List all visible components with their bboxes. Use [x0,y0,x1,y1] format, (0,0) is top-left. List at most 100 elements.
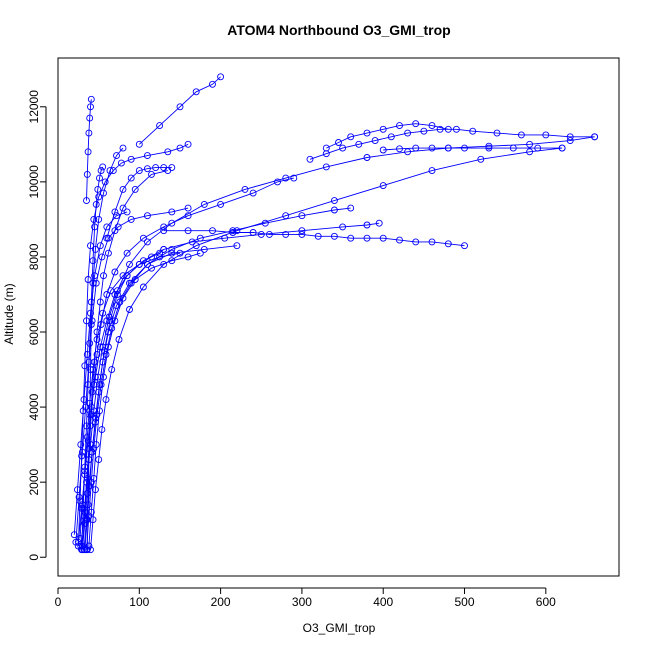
data-point [363,234,371,242]
data-point [387,133,395,141]
data-point [89,257,97,265]
data-point [96,174,103,182]
data-point [96,407,103,415]
data-point [322,144,330,152]
data-point [115,336,123,343]
data-point [79,504,87,512]
data-point [113,291,121,298]
data-point [131,185,139,193]
data-point [164,148,172,156]
data-point [108,366,116,374]
data-point [119,272,127,280]
data-point [412,120,420,128]
series-line [383,147,563,151]
data-point [444,240,452,248]
data-point [184,253,192,261]
series-line [84,249,165,550]
data-point [95,456,103,464]
data-point [109,167,117,175]
chart-title: ATOM4 Northbound O3_GMI_trop [227,22,450,38]
data-point [143,238,151,246]
data-point [428,167,436,175]
data-point [111,208,119,216]
data-point [76,535,84,542]
data-point [444,125,452,133]
data-point [106,317,114,325]
data-point [91,245,99,253]
data-point [83,516,91,524]
data-point [89,366,97,374]
data-point [428,238,436,246]
data-point [290,174,298,182]
series-11 [78,163,107,554]
data-point [72,538,80,546]
data-point [102,351,110,358]
data-point [184,140,192,148]
data-point [81,362,89,370]
data-point [139,283,147,291]
data-point [102,396,110,404]
data-point [156,249,164,257]
data-point [74,542,82,550]
data-point [330,232,338,240]
data-point [126,260,133,268]
data-point [85,512,93,520]
data-point [126,306,133,313]
series-line [81,166,104,550]
data-point [119,294,127,302]
data-point [100,373,107,381]
x-tick-label: 500 [455,595,475,609]
data-point [282,230,290,238]
data-point [99,309,107,317]
data-point [111,268,119,276]
data-point [184,227,192,235]
data-point [379,146,387,154]
y-tick-label: 10000 [27,165,41,199]
series-line [86,99,92,201]
data-point [534,144,542,152]
data-point [94,185,102,193]
data-point [88,317,96,325]
data-point [298,230,306,238]
y-tick-label: 8000 [27,243,41,270]
data-point [84,276,92,283]
data-point [85,129,93,137]
data-point [330,206,338,214]
data-point [143,165,151,173]
plot-frame [57,57,620,577]
data-point [436,125,444,133]
data-point [93,336,101,343]
data-point [184,204,192,212]
data-point [148,264,155,272]
data-point [209,80,216,88]
data-point [85,358,93,366]
data-point [566,133,574,141]
data-point [526,148,534,156]
data-point [96,343,104,351]
x-tick-label: 200 [211,595,231,609]
data-point [217,200,225,208]
x-tick-label: 300 [292,595,312,609]
data-point [363,154,371,161]
data-point [298,212,306,220]
data-point [81,463,89,471]
x-axis: 0 100 200 300 400 500 600 [55,587,556,609]
data-point [143,212,151,220]
data-point [298,227,306,235]
series-22 [72,204,192,546]
data-point [83,170,91,178]
data-point [168,219,176,227]
data-point [74,486,81,494]
series-line [326,123,449,149]
series-layer [70,73,599,554]
data-point [517,131,525,139]
series-line [88,252,201,547]
data-point [347,204,355,212]
data-point [119,204,127,212]
data-point [485,142,493,150]
data-point [104,249,112,257]
data-point [78,448,86,456]
data-point [209,227,216,235]
data-point [85,456,93,464]
